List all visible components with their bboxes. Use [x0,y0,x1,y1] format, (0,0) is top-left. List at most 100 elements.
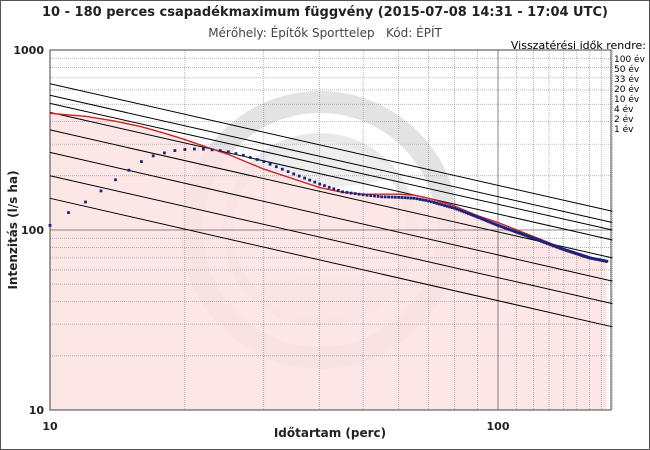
return-period-line [49,111,613,241]
data-point [418,198,422,201]
data-point [538,239,542,242]
data-point [241,153,245,157]
return-period-line [49,83,613,212]
data-point [262,160,266,163]
data-point [559,247,563,250]
data-point [292,172,296,176]
data-point [202,147,205,151]
data-point [527,235,530,238]
data-point [516,231,520,235]
data-point [99,189,103,193]
legend-title: Visszatérési idők rendre: [511,39,646,52]
data-point [564,248,568,252]
data-point [432,201,436,204]
data-point [390,195,394,199]
data-point [424,199,428,202]
data-point [114,178,117,182]
grid [50,50,613,410]
data-point [550,243,554,247]
data-point [556,245,560,249]
data-point [349,191,353,195]
data-point [248,156,252,159]
data-point [421,198,425,202]
data-point [494,223,498,226]
data-point [393,195,397,199]
data-point [544,241,548,245]
y-tick-label: 1000 [13,44,44,57]
data-point [509,228,513,232]
data-point [518,232,522,235]
return-period-line [49,94,613,223]
data-point [274,165,278,169]
return-period-line [49,197,613,328]
data-point [448,205,452,209]
envelope-line [49,112,608,264]
data-point [173,149,177,152]
data-point [453,206,456,210]
data-point [387,195,390,199]
data-point [462,210,466,214]
data-point [403,196,407,200]
measured-points [48,147,609,263]
data-point [336,188,340,192]
data-point [450,206,454,209]
data-point [406,196,410,200]
data-point [183,148,187,151]
data-point [443,204,446,207]
data-point [341,190,344,194]
data-point [140,160,143,163]
data-point [506,227,509,231]
legend-item: 100 év [614,54,646,65]
data-point [486,220,490,223]
data-point [504,226,507,230]
data-point [513,230,517,233]
legend-item: 20 év [614,84,640,95]
legend-item: 4 év [614,104,634,115]
data-point [376,195,380,198]
data-point [540,239,543,243]
data-point [353,192,357,195]
data-point [498,224,502,228]
y-tick-label: 100 [21,224,44,237]
return-period-line [49,151,613,282]
data-point [286,170,290,173]
legend-item: 10 év [614,94,640,105]
data-point [507,228,511,231]
data-point [473,214,477,218]
data-point [502,226,506,229]
data-point [525,234,529,238]
data-point [427,199,430,203]
data-point [361,193,365,197]
data-point [409,196,413,200]
data-point [297,174,301,178]
data-point [460,209,464,213]
data-point [332,187,336,191]
data-point [484,219,488,222]
data-point [547,242,551,246]
data-point [357,192,361,196]
return-period-line [49,129,613,259]
tick-labels: 10 100 10 100 1000 [13,44,509,433]
data-point [48,224,52,227]
data-point [226,150,230,154]
data-point [193,147,196,151]
y-axis-label: Intenzitás (l/s ha) [6,170,20,289]
data-point [478,216,482,220]
data-point [533,237,537,241]
data-point [536,238,540,242]
data-point [380,195,384,199]
data-point [210,148,214,152]
data-point [218,149,222,152]
data-point [467,212,471,216]
data-point [323,184,326,188]
data-point [127,168,131,172]
data-point [397,195,400,199]
data-point [369,194,373,197]
data-point [268,162,272,166]
legend-item: 50 év [614,64,640,75]
data-point [490,221,494,225]
data-point [480,217,484,221]
data-point [520,232,524,236]
data-point [151,154,155,158]
data-point [400,196,404,199]
